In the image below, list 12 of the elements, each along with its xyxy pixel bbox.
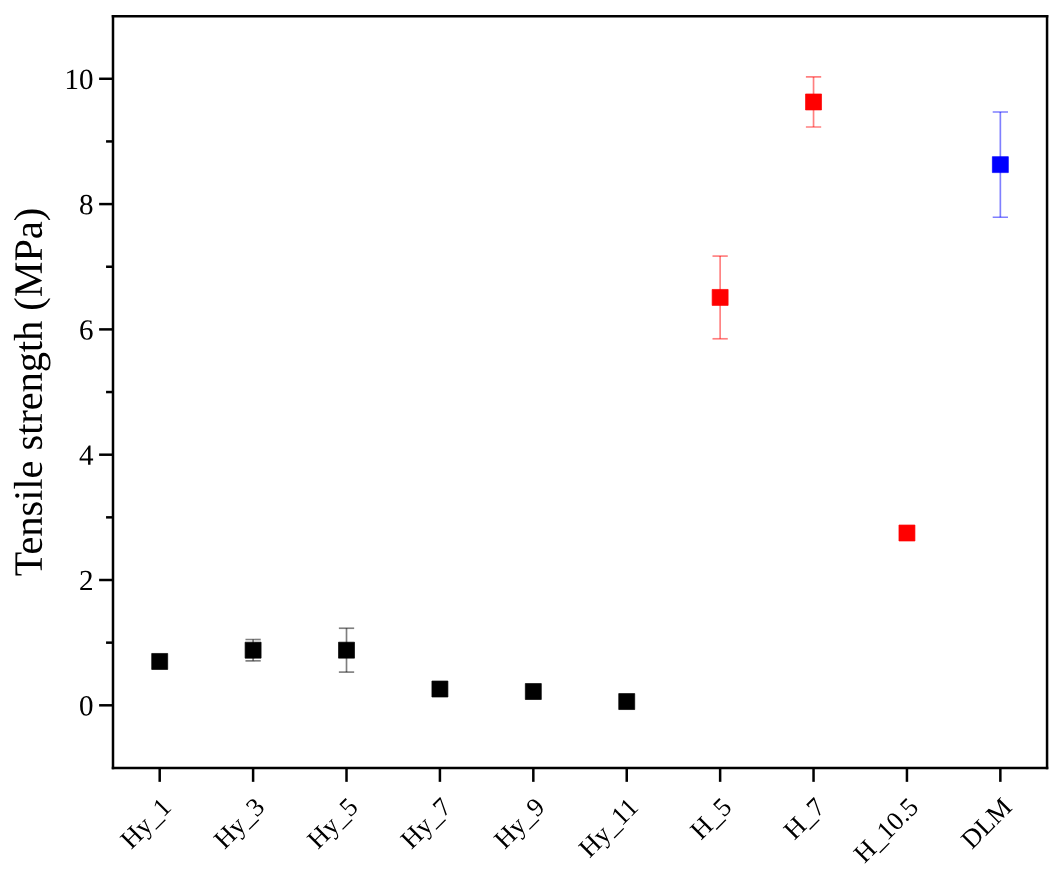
- x-tick-label: H_7: [782, 797, 829, 843]
- y-tick-label: 8: [80, 194, 93, 215]
- point: [898, 524, 916, 542]
- y-tick-label: 2: [80, 570, 92, 591]
- y-tick-label: 6: [80, 320, 93, 340]
- y-axis-title: Tensile strength (MPa): [13, 209, 51, 576]
- y-tick-label: 4: [79, 445, 94, 465]
- point: [618, 693, 636, 710]
- y-tick-label: 0: [80, 696, 93, 716]
- x-tick-label: H_5: [689, 797, 735, 843]
- point: [431, 680, 449, 698]
- y-tick-label: 10: [66, 69, 93, 90]
